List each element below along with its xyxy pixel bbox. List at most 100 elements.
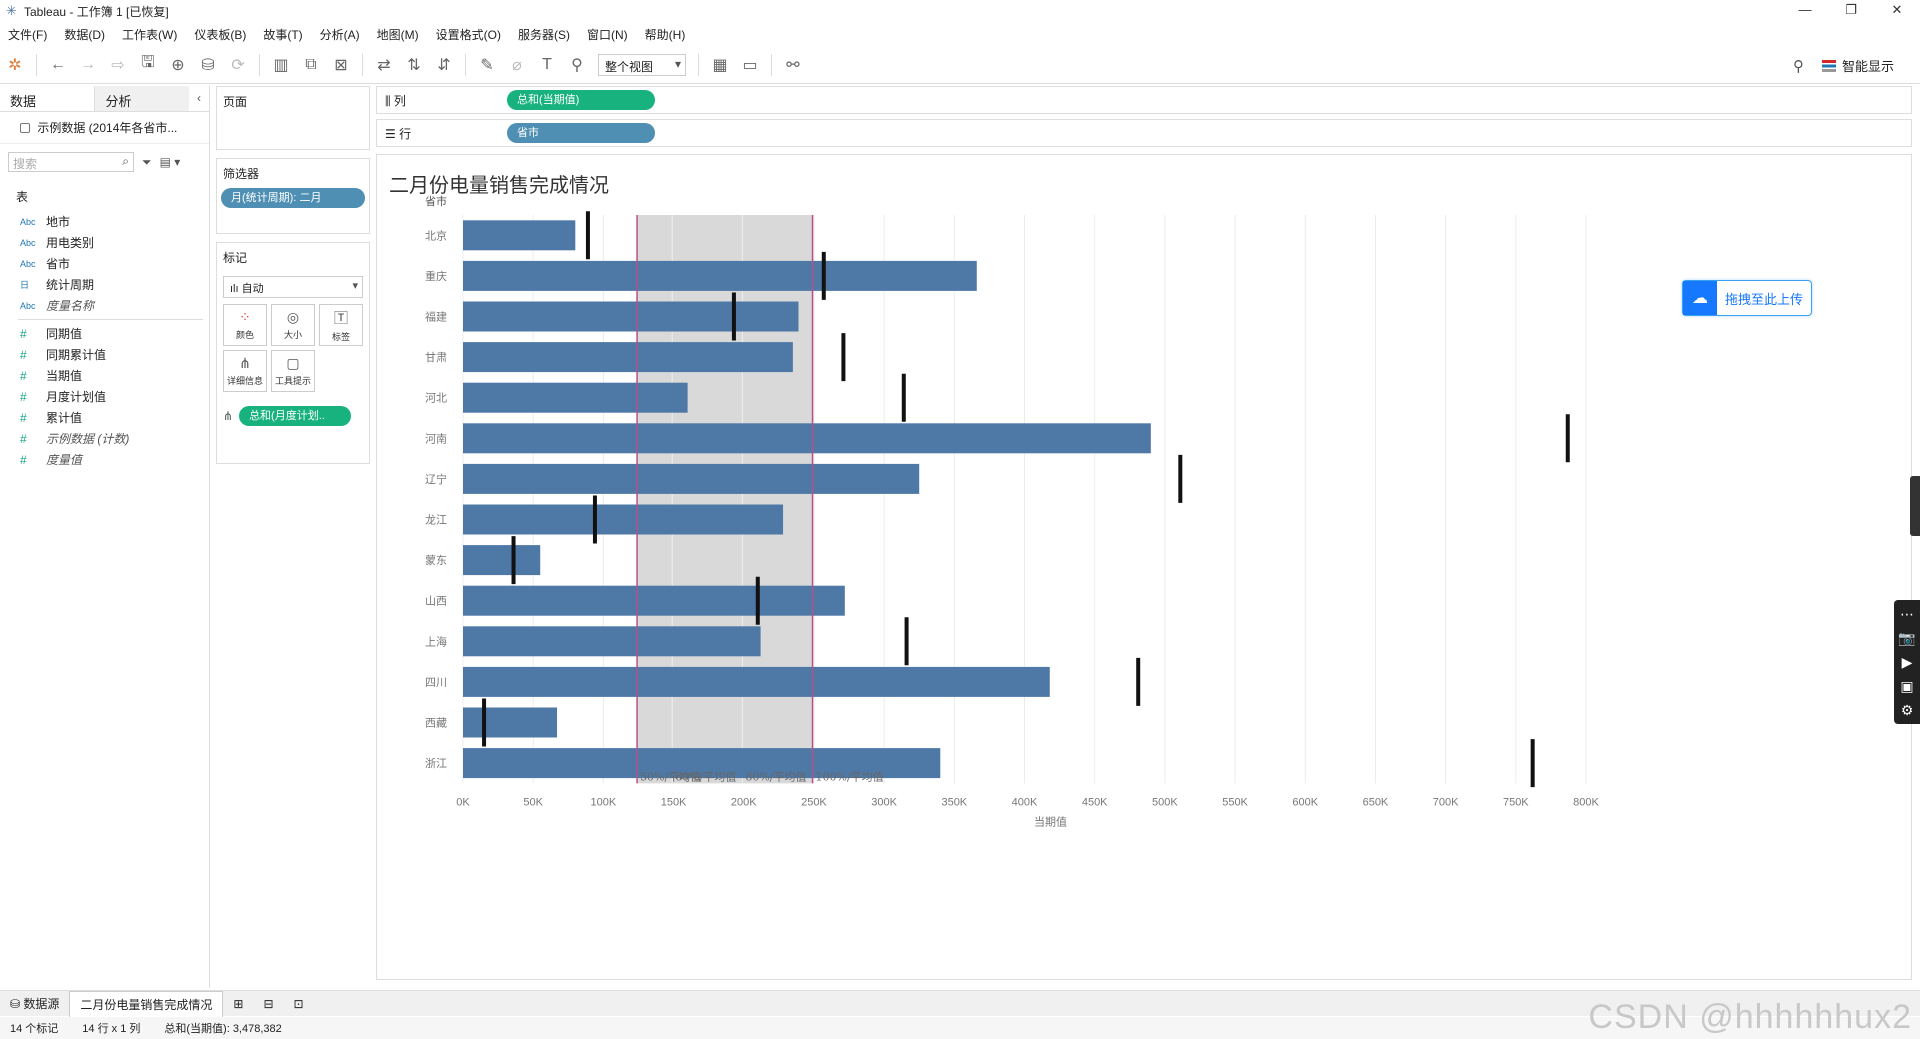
size-button[interactable]: ◎ 大小 xyxy=(271,304,315,346)
menu-item[interactable]: 仪表板(B) xyxy=(194,27,247,42)
menu-item[interactable]: 设置格式(O) xyxy=(435,27,501,42)
filters-card[interactable]: 筛选器 月(统计周期): 二月 xyxy=(216,158,370,234)
category-label: 河南 xyxy=(425,432,447,445)
share-icon[interactable]: ⚯ xyxy=(786,56,800,74)
measure-field[interactable]: # 当期值 xyxy=(0,365,209,386)
menu-item[interactable]: 地图(M) xyxy=(376,27,419,42)
clear-sheet-icon[interactable]: ⊠ xyxy=(334,56,348,74)
back-arrow-icon[interactable]: ← xyxy=(50,55,66,73)
rows-shelf[interactable]: ☰ 行 省市 xyxy=(376,119,1912,147)
menu-item[interactable]: 工作表(W) xyxy=(122,27,178,42)
menu-item[interactable]: 窗口(N) xyxy=(586,27,628,42)
columns-pill[interactable]: 总和(当期值) xyxy=(507,90,655,110)
tab-data[interactable]: 数据 xyxy=(0,86,95,111)
rows-icon: ☰ xyxy=(385,126,400,141)
tableau-home-icon[interactable]: ✲ xyxy=(8,56,22,74)
measure-field[interactable]: # 度量值 xyxy=(0,449,209,470)
bar xyxy=(463,301,799,332)
bar-chart-icon: ılı xyxy=(230,283,242,295)
measure-field[interactable]: # 同期累计值 xyxy=(0,344,209,365)
window-title: Tableau - 工作簿 1 [已恢复] xyxy=(24,4,169,19)
measure-field[interactable]: # 月度计划值 xyxy=(0,386,209,407)
datasource-item[interactable]: 示例数据 (2014年各省市... xyxy=(0,112,209,144)
measure-icon: # xyxy=(20,368,27,383)
menu-item[interactable]: 故事(T) xyxy=(263,27,303,42)
menu-item[interactable]: 文件(F) xyxy=(8,27,48,42)
x-tick-label: 600K xyxy=(1292,796,1318,808)
group-icon[interactable]: ⌀ xyxy=(512,56,522,74)
redo-icon[interactable]: ⇨ xyxy=(111,56,125,74)
dimension-field[interactable]: 日 统计周期 xyxy=(0,274,209,295)
dimension-field[interactable]: Abc 地市 xyxy=(0,211,209,232)
video-icon[interactable]: ▶ xyxy=(1901,654,1913,670)
filter-icon[interactable]: ⏷ xyxy=(142,154,152,169)
new-story-tab-icon[interactable]: ⊡ xyxy=(293,996,304,1011)
menu-item[interactable]: 分析(A) xyxy=(319,27,360,42)
refresh-icon[interactable]: ⟳ xyxy=(231,56,245,74)
pin-icon[interactable]: ⚲ xyxy=(571,56,583,74)
filter-pill[interactable]: 月(统计周期): 二月 xyxy=(221,188,365,208)
tab-sheet[interactable]: 二月份电量销售完成情况 xyxy=(69,990,224,1017)
new-datasource-icon[interactable]: ⊕ xyxy=(171,56,185,74)
menu-item[interactable]: 帮助(H) xyxy=(644,27,686,42)
label-button[interactable]: 🅃 标签 xyxy=(319,304,363,346)
tooltip-button[interactable]: ▢ 工具提示 xyxy=(271,350,315,392)
measure-icon: # xyxy=(20,431,27,446)
field-name: 累计值 xyxy=(46,411,83,425)
window-icon[interactable]: ▣ xyxy=(1900,678,1914,694)
sort-ascending-icon[interactable]: ⇅ xyxy=(407,56,421,74)
measure-field[interactable]: # 同期值 xyxy=(0,323,209,344)
tab-analysis[interactable]: 分析 xyxy=(94,86,189,111)
pages-card[interactable]: 页面 xyxy=(216,86,370,150)
dimension-field[interactable]: Abc 用电类别 xyxy=(0,232,209,253)
detail-button[interactable]: ⋔ 详细信息 xyxy=(223,350,267,392)
menu-item[interactable]: 服务器(S) xyxy=(517,27,570,42)
collapse-pane-icon[interactable]: ‹ xyxy=(197,91,201,105)
measure-icon: # xyxy=(20,452,27,467)
presentation-mode-icon[interactable]: ▭ xyxy=(742,56,758,74)
measure-field[interactable]: # 示例数据 (计数) xyxy=(0,428,209,449)
duplicate-sheet-icon[interactable]: ⧉ xyxy=(305,55,317,73)
label-icon[interactable]: T xyxy=(542,55,552,73)
new-worksheet-tab-icon[interactable]: ⊞ xyxy=(233,996,244,1011)
measure-field[interactable]: # 累计值 xyxy=(0,407,209,428)
x-tick-label: 350K xyxy=(941,796,967,808)
rows-pill[interactable]: 省市 xyxy=(507,123,655,143)
menu-item[interactable]: 数据(D) xyxy=(64,27,105,42)
view-options-icon[interactable]: ▤ ▾ xyxy=(159,155,181,169)
marks-detail-pill[interactable]: 总和(月度计划.. xyxy=(239,406,352,426)
sort-descending-icon[interactable]: ⇵ xyxy=(437,56,451,74)
close-icon[interactable]: ✕ xyxy=(1891,2,1903,17)
category-label: 河北 xyxy=(425,392,447,405)
swap-rows-columns-icon[interactable]: ⇄ xyxy=(377,56,391,74)
category-label: 龙江 xyxy=(425,514,447,527)
color-button[interactable]: ⁘ 颜色 xyxy=(223,304,267,346)
save-icon[interactable]: 🖫 xyxy=(141,54,155,71)
highlight-icon[interactable]: ✎ xyxy=(480,56,494,74)
pause-updates-icon[interactable]: ⛁ xyxy=(201,56,215,74)
bar xyxy=(463,504,784,535)
new-dashboard-tab-icon[interactable]: ⊟ xyxy=(263,996,274,1011)
restore-icon[interactable]: ❐ xyxy=(1845,2,1857,17)
pin-toolbar-icon[interactable]: ⚲ xyxy=(1792,57,1804,75)
dimension-field[interactable]: Abc 度量名称 xyxy=(0,295,209,316)
settings-icon[interactable]: ⚙ xyxy=(1900,702,1914,718)
tab-datasource[interactable]: ⛁ 数据源 xyxy=(10,997,60,1011)
smart-show-button[interactable]: 智能显示 xyxy=(1821,56,1894,75)
new-worksheet-icon[interactable]: ▥ xyxy=(273,56,289,74)
columns-shelf[interactable]: ⫼ 列 总和(当期值) xyxy=(376,86,1912,114)
more-icon[interactable]: ⋯ xyxy=(1900,606,1914,622)
forward-arrow-icon[interactable]: → xyxy=(80,55,96,73)
x-tick-label: 450K xyxy=(1082,796,1108,808)
upload-button[interactable]: ☁ 拖拽至此上传 xyxy=(1682,280,1812,316)
status-bar: 14 个标记 14 行 x 1 列 总和(当期值): 3,478,382 xyxy=(0,1017,1920,1039)
mark-type-select[interactable]: ılı 自动 xyxy=(223,276,363,298)
dimension-field[interactable]: Abc 省市 xyxy=(0,253,209,274)
view-fit-select[interactable]: 整个视图 xyxy=(598,53,686,76)
show-cards-icon[interactable]: ▦ xyxy=(712,56,728,74)
minimize-icon[interactable]: — xyxy=(1798,2,1812,17)
camera-icon[interactable]: 📷 xyxy=(1898,630,1916,646)
field-type-icon: Abc xyxy=(20,300,36,311)
side-grip-handle[interactable] xyxy=(1910,476,1920,536)
search-input[interactable]: 搜索 ⌕ xyxy=(8,152,134,172)
